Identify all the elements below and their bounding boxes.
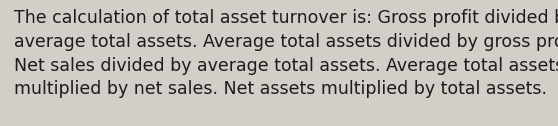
Text: The calculation of total asset turnover is: Gross profit divided by
average tota: The calculation of total asset turnover … bbox=[14, 9, 558, 98]
